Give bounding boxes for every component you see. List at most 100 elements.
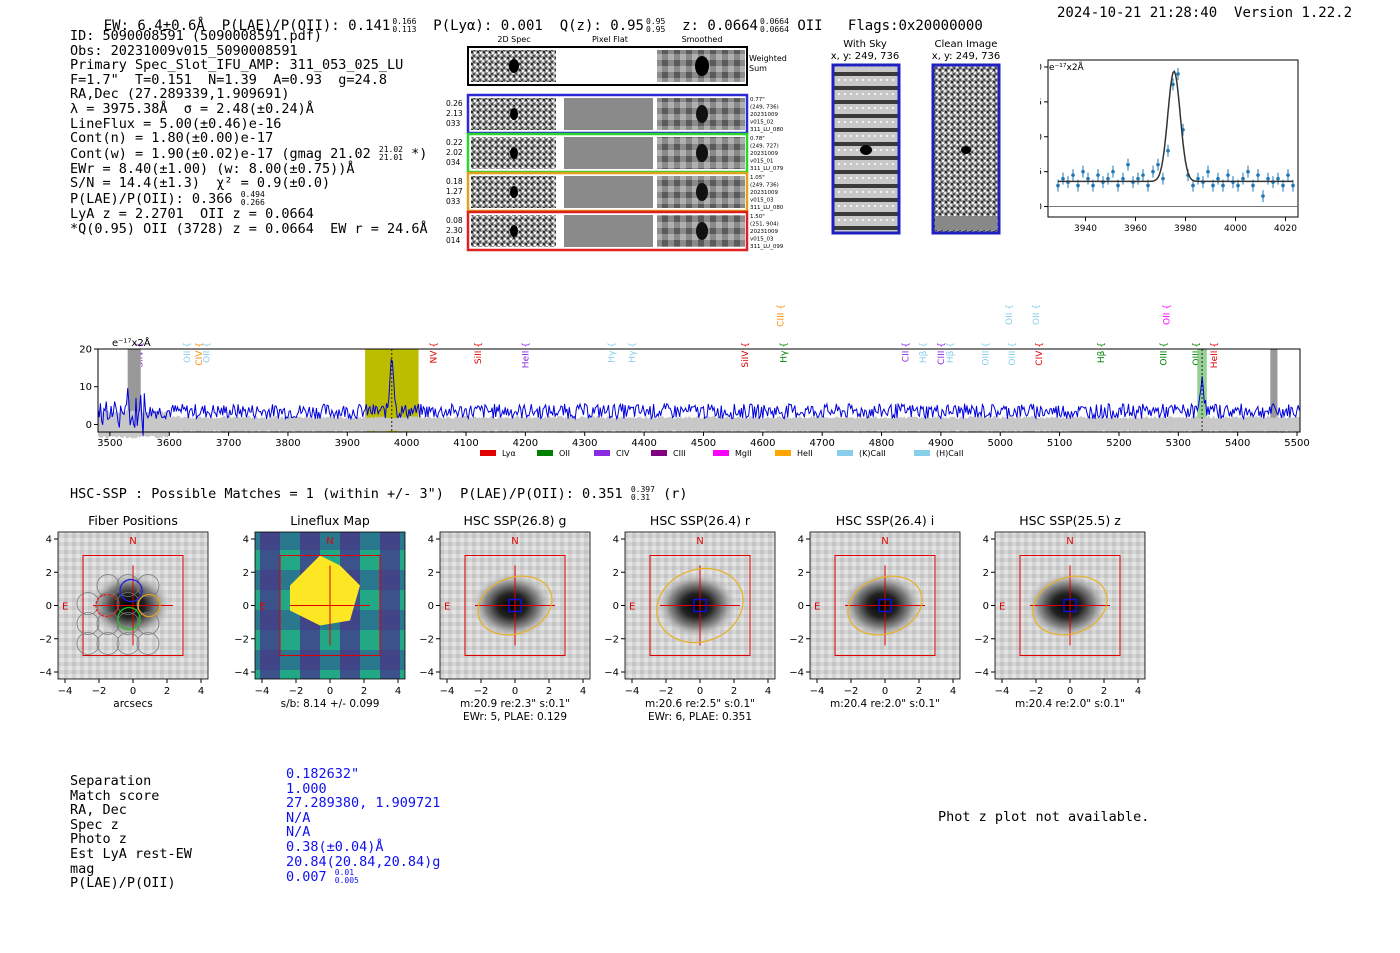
plae-lo: 0.113	[392, 25, 417, 34]
cutout-right-label: 20231009	[750, 190, 778, 196]
summary-obs: Obs: 20231009v015_5090008591	[70, 42, 298, 59]
cutout-right-label: v015_01	[750, 159, 774, 165]
panel-title: HSC SSP(26.8) g	[464, 513, 567, 528]
panel-ytick-label: 4	[983, 535, 989, 546]
cutout-right-label: 311_LU_080	[750, 127, 784, 133]
zoom-data-point	[1096, 173, 1100, 177]
value-photoz: N/A	[286, 824, 311, 841]
emission-line-label: Hβ {	[946, 342, 956, 363]
emission-line-label: OIII {	[1159, 342, 1169, 366]
qz-value: Q(z): 0.95	[559, 18, 644, 34]
panel-ytick-label: 4	[798, 535, 804, 546]
cutout-left-label: 1.27	[446, 187, 463, 196]
emission-line-label: Hβ {	[919, 342, 929, 363]
col-pixelflat: Pixel Flat	[592, 35, 628, 44]
clean-xy: x, y: 249, 736	[932, 51, 1001, 62]
cutout-left-label: 0.08	[446, 216, 463, 225]
with-sky-peak	[860, 145, 872, 155]
cutout-right-label: v015_02	[750, 120, 774, 126]
zoom-xtick-label: 4000	[1224, 224, 1247, 234]
imaging-panel: HSC SSP(26.4) r N E −4 −4 −2 −2 0 0 2 2 4 4 m:20.6 re…	[604, 513, 776, 723]
north-label: N	[1066, 536, 1073, 547]
panel-xtick-label: 0	[1067, 686, 1073, 697]
fiber-circle	[136, 612, 160, 635]
legend-label: Lyα	[502, 449, 516, 458]
summary-primary: Primary Spec_Slot_IFU_AMP: 311_053_025_L…	[70, 57, 404, 74]
timestamp: 2024-10-21 21:28:40	[1057, 5, 1218, 21]
hsc-title: HSC-SSP : Possible Matches = 1 (within +…	[70, 486, 687, 503]
qz-lo: 0.95	[646, 25, 666, 34]
cutout-2d-peak	[510, 225, 518, 237]
cutout-right-label: 311_LU_080	[750, 205, 784, 211]
zoom-data-point	[1226, 173, 1230, 177]
emission-line-label: SiIV {	[741, 342, 751, 368]
legend-label: OII	[559, 449, 570, 458]
panel-ytick-label: 4	[613, 535, 619, 546]
panel-ytick-label: 2	[243, 568, 249, 579]
panel-ytick-label: 0	[983, 601, 989, 612]
aperture-ellipse	[847, 575, 923, 636]
panel-xtick-label: −4	[255, 686, 270, 697]
zoom-data-point	[1206, 169, 1210, 174]
legend-swatch	[837, 450, 853, 456]
plae-hi: 0.166	[392, 17, 417, 26]
match-radius-box	[279, 555, 381, 656]
zoom-ytick-label: 20	[1040, 63, 1042, 73]
zoom-data-point	[1191, 183, 1195, 188]
col-2dspec: 2D Spec	[497, 35, 530, 44]
value-separation: 0.182632"	[286, 766, 360, 782]
match-marker	[878, 598, 892, 613]
legend-swatch	[651, 450, 667, 456]
flags-value: Flags:0x20000000	[847, 18, 983, 34]
emission-line-label: OII {	[203, 342, 213, 363]
spec-xtick-label: 5100	[1047, 438, 1072, 449]
z-line: OII	[797, 18, 823, 34]
emission-line-label: OII {	[183, 342, 193, 363]
zoom-data-point	[1256, 173, 1260, 177]
fiber-blue	[119, 578, 143, 603]
summary-plae-hi: 0.494	[240, 189, 265, 199]
spec-xtick-label: 5000	[988, 438, 1013, 449]
summary-lya: LyA z = 2.2701 OII z = 0.0664	[70, 205, 314, 222]
legend-swatch	[914, 450, 930, 456]
cutout-right-label: 0.77"	[750, 97, 765, 103]
cutout-right-label: (249, 727)	[750, 144, 779, 150]
spec-ytick-label: 0	[86, 420, 92, 431]
fiber-red	[95, 593, 119, 618]
zoom-data-point	[1126, 162, 1130, 167]
east-label: E	[999, 602, 1005, 613]
spec-xtick-label: 4300	[572, 438, 597, 449]
spec-xtick-label: 4700	[809, 438, 834, 449]
emission-line-label: OIII {	[981, 342, 991, 366]
emission-line-label: CIV {	[195, 342, 205, 366]
north-label: N	[129, 536, 136, 547]
panel-ytick-label: 2	[428, 568, 434, 579]
cutout-smoothed-peak	[696, 144, 708, 162]
summary-ewr: EWr = 8.40(±1.00) (w: 8.00(±0.75))Å	[70, 160, 355, 177]
emission-line-label: Hγ {	[780, 342, 790, 363]
z-hi: 0.0664	[759, 17, 789, 26]
cutout-right-label: 1.50"	[750, 214, 765, 220]
zoom-data-point	[1166, 148, 1170, 153]
panel-title: Fiber Positions	[88, 513, 178, 528]
spec-ytick-label: 20	[79, 345, 92, 356]
zoom-data-point	[1061, 176, 1065, 181]
zoom-data-points	[1056, 67, 1295, 203]
panel-ytick-label: −2	[789, 634, 804, 645]
emission-line-label: HeII {	[1210, 342, 1220, 368]
legend-swatch	[775, 450, 791, 456]
fiber-circle	[136, 574, 160, 597]
cutout-right-label: (249, 736)	[750, 183, 779, 189]
header-line: EW: 6.4±0.6Å P(LAE)/P(OII): 0.141 0.166 0.…	[70, 2, 983, 50]
cutout-right-label: 20231009	[750, 229, 778, 235]
north-label: N	[696, 536, 703, 547]
panel-ytick-label: −2	[40, 634, 52, 645]
panel-ytick-label: 0	[798, 601, 804, 612]
match-marker	[508, 598, 522, 613]
panel-title: HSC SSP(26.4) r	[650, 513, 751, 528]
panel-title: HSC SSP(26.4) i	[836, 513, 934, 528]
legend-label: HeII	[797, 449, 813, 458]
zoom-data-point	[1081, 169, 1085, 174]
panel-caption: arcsecs	[113, 698, 152, 710]
panel-xtick-label: −4	[58, 686, 73, 697]
